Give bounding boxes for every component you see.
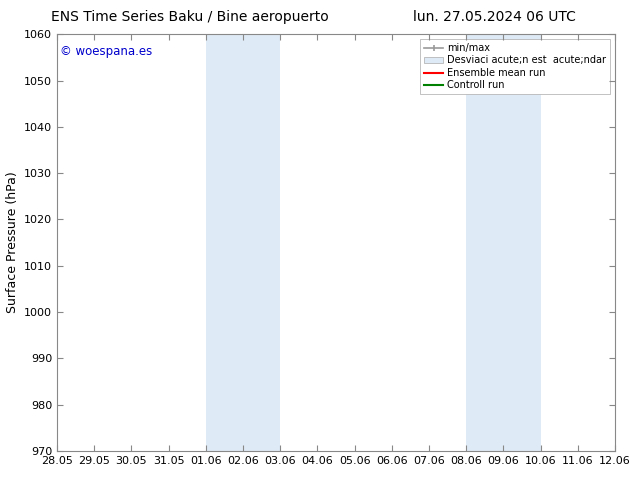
Bar <box>206 34 280 451</box>
Y-axis label: Surface Pressure (hPa): Surface Pressure (hPa) <box>6 172 18 314</box>
Legend: min/max, Desviaci acute;n est  acute;ndar, Ensemble mean run, Controll run: min/max, Desviaci acute;n est acute;ndar… <box>420 39 610 94</box>
Text: ENS Time Series Baku / Bine aeropuerto: ENS Time Series Baku / Bine aeropuerto <box>51 10 329 24</box>
Bar <box>466 34 541 451</box>
Text: © woespana.es: © woespana.es <box>60 45 152 58</box>
Text: lun. 27.05.2024 06 UTC: lun. 27.05.2024 06 UTC <box>413 10 576 24</box>
